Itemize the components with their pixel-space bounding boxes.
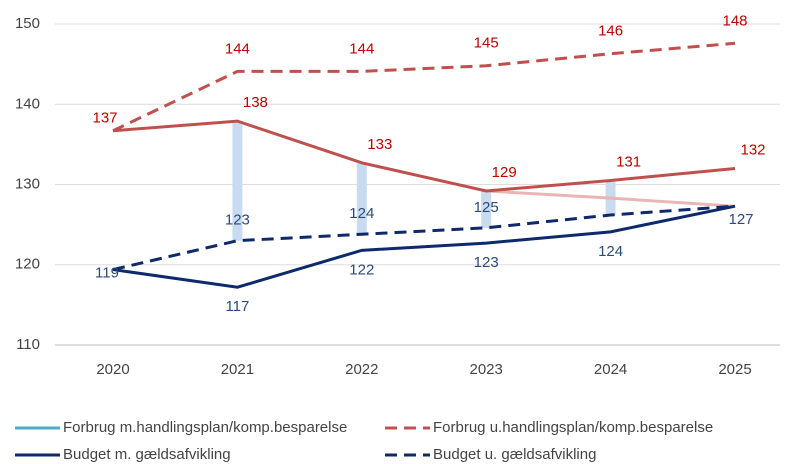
- data-label: 146: [598, 23, 623, 40]
- y-tick-label: 140: [15, 95, 40, 112]
- data-label: 122: [349, 261, 374, 278]
- series-line: [112, 41, 736, 133]
- legend-label: Forbrug u.handlingsplan/komp.besparelse: [433, 419, 713, 436]
- data-label: 124: [598, 243, 623, 260]
- x-tick-label: 2023: [470, 361, 503, 378]
- y-tick-label: 130: [15, 175, 40, 192]
- data-label: 117: [225, 298, 249, 315]
- x-tick-label: 2024: [594, 361, 627, 378]
- data-label: 123: [474, 254, 499, 271]
- legend-label: Forbrug m.handlingsplan/komp.besparelse: [63, 419, 347, 436]
- x-tick-label: 2021: [221, 361, 254, 378]
- x-tick-label: 2025: [718, 361, 751, 378]
- data-label: 148: [722, 12, 747, 29]
- data-label: 133: [367, 136, 392, 153]
- data-label: 144: [225, 40, 250, 57]
- y-tick-label: 110: [16, 336, 40, 353]
- data-label: 124: [349, 205, 374, 222]
- data-label: 144: [349, 40, 374, 57]
- data-label: 138: [243, 94, 268, 111]
- series-line: [486, 189, 736, 208]
- high-low-bar: [356, 162, 367, 235]
- data-label: 123: [225, 212, 250, 229]
- data-label: 131: [616, 153, 641, 170]
- series-line: [112, 204, 736, 272]
- x-tick-label: 2020: [96, 361, 129, 378]
- data-label: 137: [92, 110, 117, 127]
- y-tick-label: 150: [15, 15, 40, 32]
- data-label: 129: [492, 164, 517, 181]
- data-label: 132: [740, 141, 765, 158]
- x-tick-label: 2022: [345, 361, 378, 378]
- series-line: [112, 119, 736, 193]
- data-label: 125: [474, 199, 499, 216]
- high-low-bar: [481, 190, 492, 228]
- legend-label: Budget m. gældsafvikling: [63, 446, 231, 463]
- y-tick-label: 120: [15, 256, 40, 273]
- series-line: [112, 204, 736, 289]
- data-label: 145: [474, 35, 499, 52]
- data-label: 127: [728, 211, 753, 228]
- legend-label: Budget u. gældsafvikling: [433, 446, 596, 463]
- high-low-bar: [232, 121, 243, 241]
- data-label: 119: [95, 265, 119, 282]
